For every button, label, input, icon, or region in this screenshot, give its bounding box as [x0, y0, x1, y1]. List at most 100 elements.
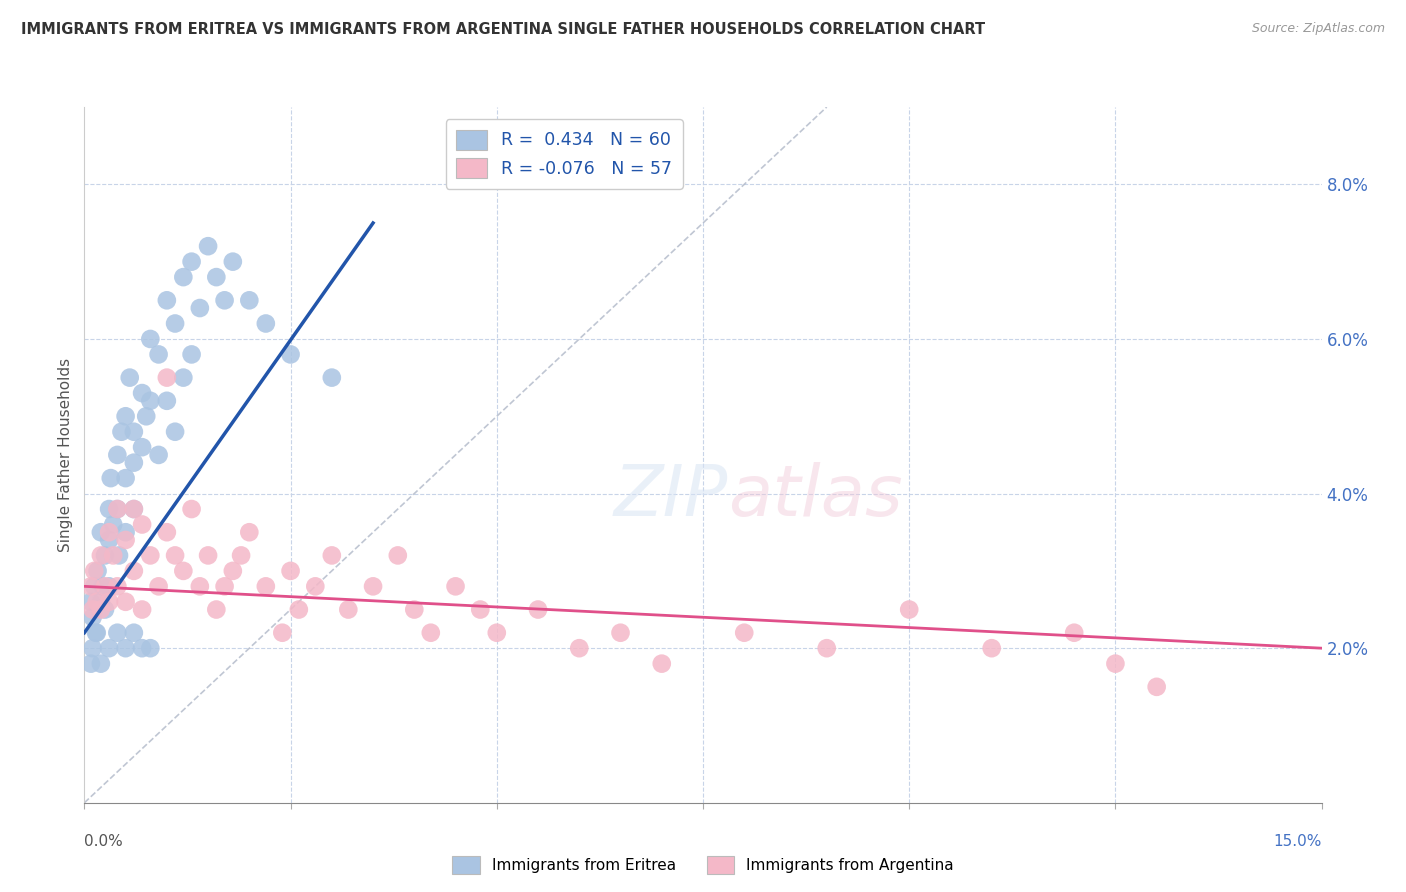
Point: [98, 641, 121, 656]
Point: [122, 456, 145, 470]
Point: [80, 657, 103, 671]
Point: [86, 625, 108, 640]
Point: [131, 641, 153, 656]
Point: [288, 602, 311, 616]
Point: [91, 579, 114, 593]
Point: [180, 502, 202, 516]
Point: [172, 564, 194, 578]
Point: [229, 549, 252, 563]
Point: [86, 564, 108, 578]
Point: [361, 579, 384, 593]
Point: [98, 525, 121, 540]
Point: [139, 641, 162, 656]
Point: [83, 564, 105, 578]
Point: [254, 579, 277, 593]
Point: [122, 625, 145, 640]
Point: [98, 502, 121, 516]
Point: [148, 579, 170, 593]
Point: [304, 579, 326, 593]
Point: [105, 625, 128, 640]
Point: [180, 347, 202, 361]
Point: [568, 641, 591, 656]
Point: [94, 602, 117, 616]
Point: [139, 332, 162, 346]
Y-axis label: Single Father Households: Single Father Households: [58, 358, 73, 552]
Point: [188, 301, 211, 315]
Point: [197, 239, 219, 253]
Point: [165, 425, 187, 439]
Point: [197, 549, 219, 563]
Point: [131, 386, 153, 401]
Point: [651, 657, 673, 671]
Point: [103, 517, 125, 532]
Point: [321, 549, 343, 563]
Point: [105, 502, 128, 516]
Point: [609, 625, 631, 640]
Point: [527, 602, 550, 616]
Point: [156, 525, 179, 540]
Point: [205, 602, 228, 616]
Point: [205, 270, 228, 285]
Point: [103, 549, 125, 563]
Point: [114, 533, 136, 547]
Point: [108, 549, 131, 563]
Point: [131, 517, 153, 532]
Point: [90, 595, 112, 609]
Point: [214, 293, 236, 308]
Legend: R =  0.434   N = 60, R = -0.076   N = 57: R = 0.434 N = 60, R = -0.076 N = 57: [446, 120, 683, 189]
Point: [90, 549, 112, 563]
Point: [165, 549, 187, 563]
Point: [815, 641, 838, 656]
Point: [337, 602, 360, 616]
Point: [172, 370, 194, 384]
Point: [485, 625, 508, 640]
Legend: Immigrants from Eritrea, Immigrants from Argentina: Immigrants from Eritrea, Immigrants from…: [446, 850, 960, 880]
Point: [280, 564, 302, 578]
Point: [156, 293, 179, 308]
Point: [114, 525, 136, 540]
Point: [118, 370, 141, 384]
Point: [105, 502, 128, 516]
Point: [114, 471, 136, 485]
Point: [105, 448, 128, 462]
Point: [82, 602, 104, 616]
Point: [980, 641, 1002, 656]
Point: [254, 317, 277, 331]
Point: [156, 370, 179, 384]
Point: [122, 502, 145, 516]
Point: [82, 610, 104, 624]
Point: [94, 549, 117, 563]
Point: [387, 549, 409, 563]
Point: [114, 641, 136, 656]
Point: [131, 440, 153, 454]
Point: [280, 347, 302, 361]
Point: [1063, 625, 1085, 640]
Point: [86, 595, 108, 609]
Point: [214, 579, 236, 593]
Point: [135, 409, 157, 424]
Point: [180, 254, 202, 268]
Point: [114, 409, 136, 424]
Point: [419, 625, 441, 640]
Point: [139, 393, 162, 408]
Point: [105, 579, 128, 593]
Point: [83, 579, 105, 593]
Point: [122, 502, 145, 516]
Point: [94, 579, 117, 593]
Point: [80, 595, 103, 609]
Point: [238, 525, 260, 540]
Point: [148, 347, 170, 361]
Point: [122, 564, 145, 578]
Point: [98, 533, 121, 547]
Point: [110, 425, 132, 439]
Point: [470, 602, 492, 616]
Point: [238, 293, 260, 308]
Point: [90, 525, 112, 540]
Point: [139, 549, 162, 563]
Point: [1104, 657, 1126, 671]
Point: [222, 254, 245, 268]
Point: [165, 317, 187, 331]
Point: [100, 471, 122, 485]
Point: [156, 393, 179, 408]
Point: [172, 270, 194, 285]
